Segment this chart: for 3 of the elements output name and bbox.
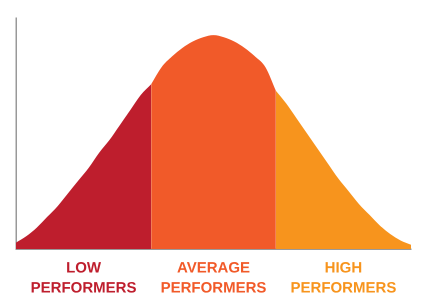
series-label: AVERAGE PERFORMERS xyxy=(160,260,266,297)
series-label: HIGH PERFORMERS xyxy=(290,260,396,297)
series-label: LOW PERFORMERS xyxy=(30,260,136,297)
